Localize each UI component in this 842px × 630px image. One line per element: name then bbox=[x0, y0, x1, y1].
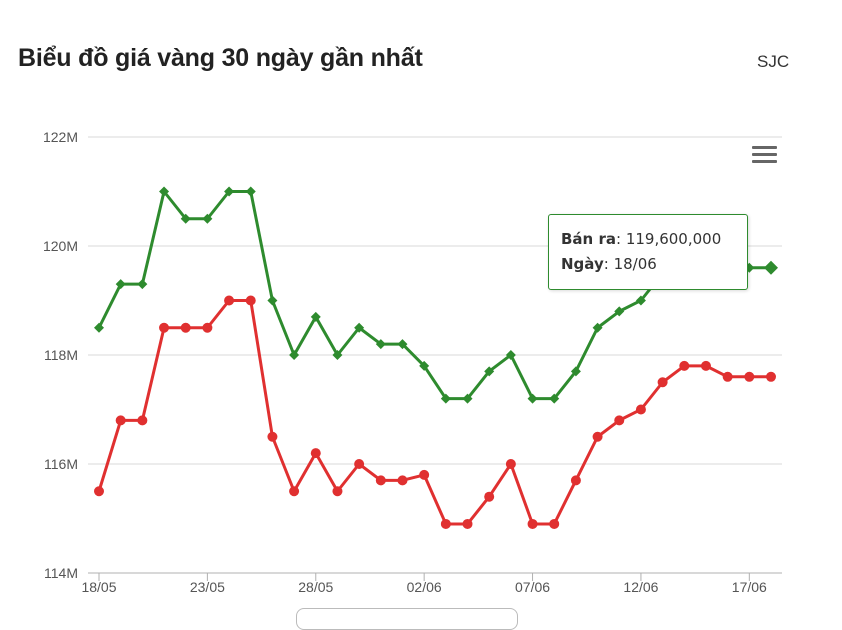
data-point-sell bbox=[592, 322, 603, 333]
tooltip-label-date: Ngày bbox=[561, 255, 604, 273]
bottom-button[interactable] bbox=[296, 608, 518, 630]
data-point-buy bbox=[722, 371, 733, 382]
x-tick-label: 17/06 bbox=[732, 579, 767, 595]
data-point-buy bbox=[137, 415, 148, 426]
data-point-sell bbox=[614, 306, 625, 317]
data-point-buy bbox=[224, 295, 235, 306]
data-point-buy bbox=[570, 475, 581, 486]
chart-title: Biểu đồ giá vàng 30 ngày gần nhất bbox=[18, 44, 423, 72]
data-point-buy bbox=[159, 322, 170, 333]
y-tick-label: 118M bbox=[44, 347, 78, 363]
data-point-buy bbox=[484, 491, 495, 502]
data-point-sell bbox=[764, 260, 778, 275]
data-point-buy bbox=[592, 431, 603, 442]
data-point-sell bbox=[332, 350, 343, 360]
data-point-buy bbox=[289, 486, 300, 497]
data-point-buy bbox=[419, 469, 430, 480]
data-point-sell bbox=[549, 393, 560, 404]
data-point-buy bbox=[267, 431, 278, 442]
x-tick-label: 28/05 bbox=[298, 579, 333, 595]
x-tick-label: 18/05 bbox=[81, 579, 116, 595]
y-tick-label: 122M bbox=[43, 129, 78, 145]
data-point-buy bbox=[657, 377, 668, 388]
data-point-sell bbox=[419, 360, 430, 371]
data-point-buy bbox=[310, 448, 321, 459]
data-point-buy bbox=[94, 486, 104, 497]
brand-label: SJC bbox=[757, 52, 790, 71]
data-point-buy bbox=[505, 459, 516, 469]
data-point-buy bbox=[375, 475, 386, 486]
data-point-buy bbox=[549, 518, 560, 529]
x-tick-label: 23/05 bbox=[190, 579, 225, 595]
x-axis: 18/05 23/05 28/05 02/06 07/06 12/06 17/06 bbox=[81, 573, 767, 595]
series-line-buy bbox=[97, 299, 771, 526]
data-point-buy bbox=[744, 371, 755, 382]
data-point-sell bbox=[505, 350, 516, 360]
data-point-sell bbox=[310, 311, 321, 322]
data-point-buy bbox=[766, 371, 776, 382]
data-point-sell bbox=[570, 366, 581, 377]
data-point-sell bbox=[224, 186, 235, 197]
data-point-sell bbox=[115, 279, 126, 290]
tooltip-row-price: Bán ra: 119,600,000 bbox=[561, 230, 722, 248]
y-tick-label: 116M bbox=[44, 456, 78, 472]
data-point-buy bbox=[635, 404, 646, 415]
data-point-buy bbox=[679, 360, 690, 371]
data-point-sell bbox=[159, 186, 170, 197]
tooltip-label-price: Bán ra bbox=[561, 230, 616, 248]
data-point-sell bbox=[527, 393, 538, 404]
tooltip-row-date: Ngày: 18/06 bbox=[561, 255, 657, 273]
data-point-sell bbox=[635, 295, 646, 306]
tooltip-value-price: 119,600,000 bbox=[625, 230, 722, 248]
data-point-sell bbox=[94, 322, 104, 333]
data-point-sell bbox=[375, 339, 386, 350]
data-point-sell bbox=[202, 213, 213, 224]
data-point-buy bbox=[354, 459, 365, 469]
y-tick-label: 114M bbox=[44, 565, 78, 581]
data-point-buy bbox=[462, 518, 473, 529]
x-tick-label: 12/06 bbox=[623, 579, 658, 595]
data-point-buy bbox=[700, 360, 711, 371]
gridlines bbox=[88, 136, 782, 574]
data-point-sell bbox=[462, 393, 473, 404]
data-point-buy bbox=[180, 322, 191, 333]
data-point-sell bbox=[267, 295, 278, 306]
data-point-sell bbox=[397, 339, 408, 350]
data-point-sell bbox=[440, 393, 451, 404]
y-tick-label: 120M bbox=[43, 238, 78, 254]
tooltip-value-date: 18/06 bbox=[613, 255, 657, 273]
data-point-buy bbox=[440, 518, 451, 529]
data-point-sell bbox=[484, 366, 495, 377]
data-point-sell bbox=[137, 279, 148, 290]
data-point-buy bbox=[332, 486, 343, 497]
data-point-sell bbox=[354, 322, 365, 333]
data-point-buy bbox=[614, 415, 625, 426]
gold-price-chart: 114M 116M 118M 120M 122M 18/05 23/05 28/05 02/0… bbox=[43, 129, 782, 595]
data-point-sell bbox=[180, 213, 191, 224]
series-markers bbox=[94, 186, 778, 529]
data-point-sell bbox=[289, 350, 300, 360]
data-point-buy bbox=[245, 295, 256, 306]
data-point-buy bbox=[397, 475, 408, 486]
data-point-buy bbox=[527, 518, 538, 529]
data-point-buy bbox=[115, 415, 126, 426]
x-tick-label: 02/06 bbox=[407, 579, 442, 595]
y-axis-labels: 114M 116M 118M 120M 122M bbox=[43, 129, 78, 581]
chart-tooltip: Bán ra: 119,600,000 Ngày: 18/06 bbox=[548, 214, 748, 290]
data-point-sell bbox=[245, 186, 256, 197]
data-point-buy bbox=[202, 322, 213, 333]
x-tick-label: 07/06 bbox=[515, 579, 550, 595]
hamburger-menu-icon[interactable] bbox=[752, 146, 777, 166]
